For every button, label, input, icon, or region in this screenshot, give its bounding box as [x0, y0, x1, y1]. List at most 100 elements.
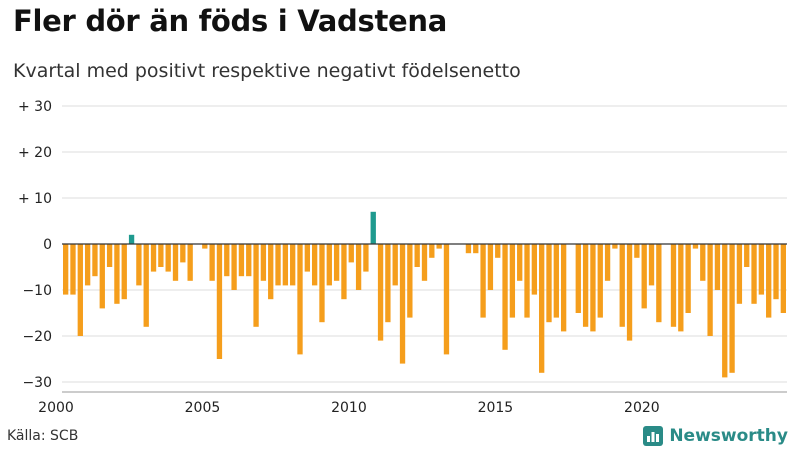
bar-negative — [275, 244, 281, 286]
bar-negative — [355, 244, 362, 290]
bar-negative — [429, 244, 435, 258]
bar-negative — [744, 244, 750, 267]
bar-negative — [758, 244, 765, 295]
bar-negative — [729, 244, 735, 373]
source-note: Källa: SCB — [7, 428, 79, 444]
bar-negative — [560, 244, 567, 332]
bar-negative — [209, 244, 215, 281]
bar-negative — [282, 244, 289, 286]
bar-negative — [202, 244, 208, 249]
bar-negative — [290, 244, 296, 286]
bar-negative — [495, 244, 501, 258]
bar-negative — [685, 244, 691, 313]
bar-negative — [326, 244, 332, 286]
chart-title: Fler dör än föds i Vadstena — [13, 4, 447, 38]
bar-negative — [238, 244, 245, 277]
bar-negative — [436, 244, 442, 249]
bar-negative — [311, 244, 318, 286]
bar-negative — [246, 244, 252, 277]
bar-negative — [231, 244, 237, 290]
y-tick-label: + 20 — [18, 145, 52, 161]
bar-negative — [121, 244, 127, 300]
bar-negative — [348, 244, 354, 263]
bar-negative — [172, 244, 179, 281]
bar-negative — [531, 244, 538, 295]
y-tick-label: −30 — [22, 375, 52, 391]
x-tick-label: 2010 — [331, 400, 367, 416]
bar-negative — [473, 244, 479, 254]
bar-negative — [180, 244, 186, 263]
newsworthy-logo[interactable]: Newsworthy — [643, 426, 788, 446]
bar-negative — [143, 244, 149, 327]
bar-negative — [487, 244, 494, 290]
bar-negative — [502, 244, 508, 350]
bar-negative — [150, 244, 157, 272]
bar-negative — [399, 244, 406, 364]
bar-negative — [773, 244, 779, 300]
bar-negative — [700, 244, 706, 281]
y-tick-label: + 30 — [18, 99, 52, 115]
bars — [63, 211, 786, 378]
bar-negative — [539, 244, 545, 373]
bar-negative — [480, 244, 486, 318]
bar-negative — [253, 244, 259, 327]
bar-negative — [224, 244, 230, 277]
bar-negative — [385, 244, 391, 323]
x-tick-label: 2020 — [624, 400, 660, 416]
bar-negative — [63, 244, 69, 295]
bar-negative — [509, 244, 516, 318]
bar-negative — [333, 244, 340, 281]
bar-negative — [780, 244, 786, 313]
bar-negative — [604, 244, 611, 281]
bar-negative — [84, 244, 91, 286]
bar-negative — [106, 244, 113, 267]
bar-negative — [692, 244, 699, 249]
bar-negative — [260, 244, 267, 281]
bar-negative — [517, 244, 523, 281]
y-tick-label: −20 — [22, 329, 52, 345]
bar-negative — [77, 244, 83, 336]
brand-name: Newsworthy — [669, 426, 788, 446]
x-tick-label: 2015 — [478, 400, 514, 416]
y-tick-label: −10 — [22, 283, 52, 299]
bar-negative — [414, 244, 420, 267]
bar-negative — [582, 244, 589, 327]
bar-negative — [70, 244, 76, 295]
grid-lines — [62, 105, 787, 383]
bar-negative — [158, 244, 164, 267]
axes: + 30 + 20 + 10 0 −10 −20 −30 2000 2005 2010 2015 20… — [18, 99, 787, 416]
bar-negative — [268, 244, 274, 300]
bar-negative — [304, 244, 310, 272]
bar-negative — [392, 244, 398, 286]
bar-negative — [575, 244, 581, 313]
bar-negative — [363, 244, 369, 272]
bar-negative — [656, 244, 662, 323]
bar-negative — [443, 244, 450, 355]
bar-negative — [341, 244, 347, 300]
bar-negative — [670, 244, 677, 327]
bar-negative — [634, 244, 640, 258]
x-tick-label: 2005 — [185, 400, 221, 416]
bar-negative — [136, 244, 142, 286]
bar-negative — [319, 244, 325, 323]
bar-negative — [553, 244, 559, 318]
bar-negative — [597, 244, 603, 318]
bar-negative — [714, 244, 721, 290]
bar-negative — [92, 244, 98, 277]
bar-negative — [187, 244, 193, 281]
bar-positive — [128, 234, 135, 244]
bar-negative — [407, 244, 413, 318]
bar-negative — [546, 244, 552, 323]
bar-chart-icon — [643, 426, 664, 446]
bar-negative — [678, 244, 684, 332]
bar-negative — [722, 244, 728, 378]
chart-subtitle: Kvartal med positivt respektive negativt… — [13, 60, 521, 82]
bar-negative — [648, 244, 655, 286]
bar-negative — [626, 244, 633, 341]
bar-negative — [421, 244, 428, 281]
bar-negative — [766, 244, 772, 318]
bar-negative — [751, 244, 757, 304]
y-tick-label: 0 — [43, 237, 52, 253]
bar-positive — [370, 211, 376, 244]
bar-negative — [99, 244, 105, 309]
